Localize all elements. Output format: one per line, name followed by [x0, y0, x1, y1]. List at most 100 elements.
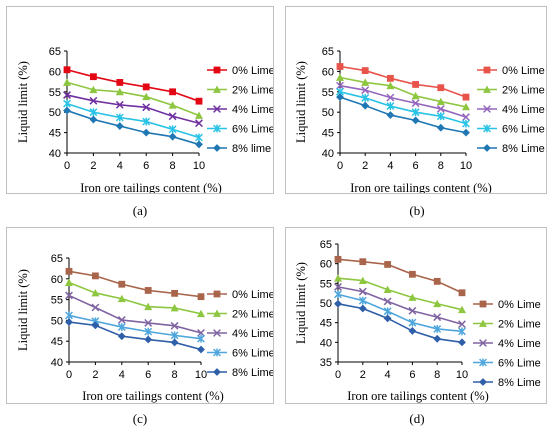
data-point — [358, 287, 367, 296]
data-point — [142, 117, 151, 126]
legend-marker — [479, 319, 487, 327]
data-point — [386, 81, 395, 90]
y-axis-label: Liquid limit (%) — [294, 262, 308, 344]
legend-label: 0% Lime — [232, 65, 273, 77]
x-tick-label: 8 — [438, 160, 444, 172]
data-point — [170, 331, 179, 340]
legend-entry: 2% Lime — [473, 319, 541, 331]
y-tick-label: 65 — [51, 253, 63, 265]
y-tick-label: 40 — [51, 357, 63, 369]
data-point — [334, 299, 342, 308]
data-point — [458, 338, 466, 347]
y-tick-label: 50 — [49, 107, 61, 119]
data-point — [383, 314, 392, 323]
data-point — [361, 67, 369, 74]
data-point — [436, 105, 445, 113]
x-tick-label: 0 — [64, 160, 70, 172]
data-point — [336, 73, 344, 81]
legend-entry: 6% Lime — [207, 348, 273, 360]
legend-marker — [213, 309, 221, 317]
series-3 — [334, 282, 466, 329]
data-point — [408, 306, 417, 315]
series-1 — [63, 66, 203, 105]
legend-label: 8% Lime — [232, 367, 273, 379]
data-point — [89, 85, 98, 94]
data-point — [383, 307, 392, 316]
data-point — [195, 111, 203, 119]
series-line — [66, 68, 200, 102]
legend-marker — [213, 290, 221, 298]
y-tick-label: 40 — [320, 337, 332, 349]
legend-label: 2% Lime — [232, 309, 273, 321]
data-point — [115, 113, 124, 122]
y-tick-label: 45 — [51, 336, 63, 348]
chart-panel-a: 40 45 50 55 60 65 0 2 4 6 8 10 Iron ore tailings con… — [6, 6, 274, 194]
legend-label: 2% Lime — [502, 85, 545, 97]
series-1 — [336, 63, 470, 101]
data-point — [384, 261, 391, 268]
series-line — [68, 281, 202, 315]
series-line — [66, 102, 200, 139]
data-point — [361, 101, 370, 110]
series-3 — [65, 291, 205, 337]
series-3 — [336, 81, 470, 122]
series-line — [68, 321, 202, 351]
x-tick-label: 8 — [172, 369, 178, 381]
data-point — [358, 304, 367, 313]
x-tick-label: 4 — [387, 160, 393, 172]
data-point — [411, 99, 420, 108]
data-point — [65, 267, 73, 275]
legend-marker — [483, 124, 491, 133]
legend-entry: 6% Lime — [473, 358, 541, 370]
data-point — [115, 122, 124, 130]
series-2 — [336, 73, 470, 111]
data-point — [142, 103, 151, 112]
data-point — [383, 285, 392, 294]
legend-label: 0% Lime — [232, 289, 273, 301]
chart-panel-d: 35 40 45 50 55 60 65 0 2 4 6 8 10 Iron ore tailings c… — [285, 227, 547, 404]
series-5 — [65, 318, 205, 354]
legend-label: 2% Lime — [232, 85, 273, 97]
legend-label: 4% Lime — [232, 104, 273, 116]
data-point — [361, 86, 370, 95]
data-point — [144, 318, 153, 327]
x-tick-label: 0 — [66, 369, 72, 381]
series-3 — [63, 91, 203, 128]
x-tick-label: 6 — [413, 160, 419, 172]
data-point — [437, 84, 445, 92]
legend-entry: 6% Lime — [207, 124, 273, 136]
x-tick-label: 10 — [456, 369, 468, 381]
x-tick-label: 6 — [145, 369, 151, 381]
legend-entry: 2% Lime — [207, 309, 273, 321]
x-tick-label: 2 — [360, 369, 366, 381]
data-point — [433, 299, 442, 308]
legend-label: 0% Lime — [498, 299, 541, 311]
y-tick-label: 35 — [320, 357, 332, 369]
data-point — [91, 288, 100, 297]
series-1 — [334, 255, 466, 297]
series-line — [66, 109, 200, 146]
series-line — [339, 76, 467, 108]
data-point — [117, 294, 126, 303]
data-point — [170, 321, 179, 330]
data-point — [436, 97, 445, 105]
y-axis-label: Liquid limit (%) — [294, 61, 308, 143]
data-point — [361, 93, 370, 102]
data-point — [436, 112, 445, 121]
legend-label: 8% Lime — [498, 377, 541, 389]
data-point — [116, 79, 124, 86]
data-point — [63, 99, 71, 108]
legend-label: 8% lime — [232, 143, 271, 155]
legend-label: 4% Lime — [502, 104, 545, 116]
y-tick-label: 50 — [322, 107, 334, 119]
series-line — [339, 96, 467, 134]
series-5 — [63, 106, 203, 149]
data-point — [462, 93, 470, 101]
data-point — [197, 345, 205, 354]
series-line — [66, 81, 200, 117]
data-point — [89, 96, 98, 105]
y-tick-label: 40 — [49, 148, 61, 160]
x-axis-label: Iron ore tailings content (%) — [82, 389, 224, 403]
y-tick-label: 60 — [49, 66, 61, 78]
y-tick-label: 45 — [322, 128, 334, 140]
